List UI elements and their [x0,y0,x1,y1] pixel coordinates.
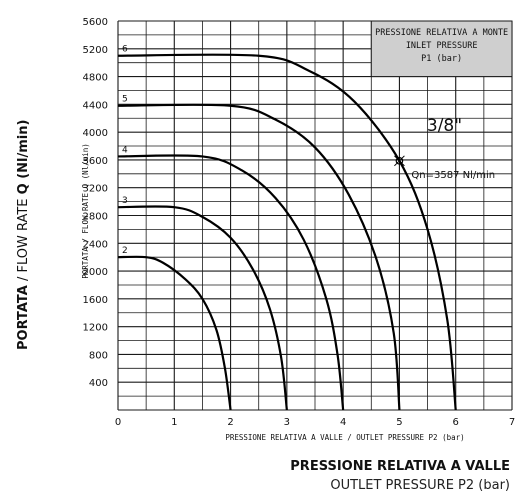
labels: PRESSIONE RELATIVA A MONTE INLET PRESSURE… [122,20,513,256]
series-label-p1-3: 3 [122,196,128,206]
series-label-p1-5: 5 [122,95,128,105]
legend-text: INLET PRESSURE [406,41,478,51]
series-line-p1-6 [117,53,457,411]
y-tick-label: 4000 [83,128,108,139]
grid [117,20,513,411]
y-title-rest: / FLOW RATE [16,194,31,286]
x-tick-label: 7 [509,417,515,428]
y-tick-label: 2800 [83,212,108,223]
nominal-flow-marker [395,157,404,165]
x-tick-label: 1 [171,417,177,428]
y-axis-title: PORTATA / FLOW RATE Q (Nl/min) [16,20,38,350]
y-tick-label: 5200 [83,45,108,56]
y-tick-label: 400 [89,378,108,389]
x-axis-inner-label: PRESSIONE RELATIVA A VALLE / OUTLET PRES… [225,433,464,442]
series-line-p1-5 [117,103,401,411]
series-line-p1-3 [117,205,288,411]
x-axis-title-line2: OUTLET PRESSURE P2 (bar) [330,478,510,493]
series-label-p1-2: 2 [122,246,128,256]
legend-box [370,20,513,78]
x-tick-label: 2 [227,417,233,428]
y-tick-label: 800 [89,350,108,361]
size-label: 3/8" [427,116,462,136]
x-tick-label: 5 [396,417,402,428]
series-label-p1-6: 6 [122,45,128,55]
y-tick-label: 3600 [83,156,108,167]
y-tick-label: 4800 [83,73,108,84]
series-line-p1-2 [117,255,232,411]
legend-text: PRESSIONE RELATIVA A MONTE [375,28,508,38]
y-tick-label: 2400 [83,239,108,250]
y-tick-label: 1200 [83,323,108,334]
y-tick-label: 2000 [83,267,108,278]
x-tick-label: 3 [284,417,290,428]
series-lines [117,53,457,411]
x-tick-label: 0 [115,417,121,428]
y-tick-label: 1600 [83,295,108,306]
series-line-p1-4 [117,154,345,411]
y-tick-label: 3200 [83,184,108,195]
y-title-unit: (Nl/min) [16,119,31,184]
y-tick-label: 4400 [83,100,108,111]
nominal-flow-marker-cross [394,155,405,167]
x-tick-label: 4 [340,417,346,428]
axes: 4008001200160020002400280032003600400044… [81,17,515,442]
y-axis-inner-label: PORTATA / FLOW RATE Q (Nl/min) [81,143,90,278]
series-label-p1-4: 4 [122,145,128,155]
x-tick-label: 6 [453,417,459,428]
legend-text: P1 (bar) [421,54,462,64]
nominal-flow-label: Qn=3587 Nl/min [411,170,495,181]
x-axis-title-line1: PRESSIONE RELATIVA A VALLE [290,459,510,474]
y-title-q: Q [16,183,31,195]
y-tick-label: 5600 [83,17,108,28]
y-title-bold: PORTATA [16,285,31,350]
